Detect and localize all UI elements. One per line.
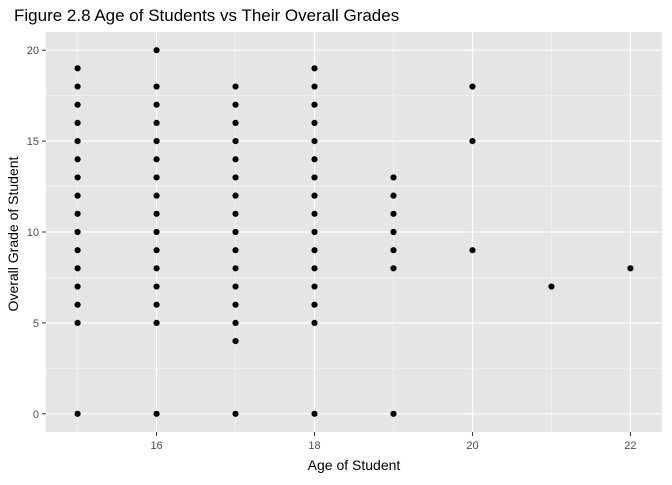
data-point	[232, 283, 239, 290]
data-point	[153, 137, 160, 145]
data-points	[74, 47, 634, 417]
data-point	[153, 283, 160, 290]
data-point	[153, 410, 160, 417]
data-point	[311, 410, 318, 417]
data-point	[153, 101, 160, 108]
data-point	[153, 174, 160, 181]
data-point	[232, 319, 239, 327]
x-axis-ticks: 16 18 20 22	[150, 432, 637, 452]
data-point	[232, 83, 239, 90]
chart-title: Figure 2.8 Age of Students vs Their Over…	[14, 6, 399, 25]
data-point	[74, 210, 81, 217]
data-point	[232, 337, 239, 345]
data-point	[153, 83, 160, 90]
data-point	[232, 410, 239, 417]
data-point	[390, 228, 397, 236]
data-point	[311, 319, 318, 327]
data-point	[232, 174, 239, 181]
y-tick-label: 20	[27, 45, 39, 57]
data-point	[311, 228, 318, 236]
data-point	[74, 247, 81, 254]
data-point	[390, 174, 397, 181]
data-point	[74, 119, 81, 127]
data-point	[390, 247, 397, 254]
data-point	[74, 410, 81, 417]
data-point	[548, 283, 555, 290]
data-point	[311, 265, 318, 272]
data-point	[74, 137, 81, 145]
data-point	[469, 247, 476, 254]
data-point	[311, 101, 318, 108]
data-point	[74, 174, 81, 181]
data-point	[311, 83, 318, 90]
data-point	[74, 65, 81, 72]
data-point	[232, 210, 239, 217]
data-point	[232, 156, 239, 163]
data-point	[74, 301, 81, 308]
data-point	[153, 247, 160, 254]
data-point	[390, 210, 397, 217]
x-tick-label: 22	[624, 440, 636, 452]
data-point	[469, 137, 476, 145]
data-point	[153, 119, 160, 127]
y-tick-label: 0	[33, 409, 39, 421]
y-axis-label: Overall Grade of Student	[5, 156, 21, 311]
data-point	[153, 301, 160, 308]
data-point	[627, 265, 634, 272]
data-point	[311, 247, 318, 254]
data-point	[232, 101, 239, 108]
x-axis-label: Age of Student	[308, 457, 401, 473]
data-point	[311, 283, 318, 290]
data-point	[153, 228, 160, 236]
data-point	[311, 65, 318, 72]
data-point	[232, 301, 239, 308]
x-tick-label: 16	[150, 440, 162, 452]
data-point	[74, 83, 81, 90]
data-point	[311, 119, 318, 127]
data-point	[153, 319, 160, 327]
data-point	[232, 137, 239, 145]
data-point	[74, 192, 81, 199]
y-tick-label: 5	[33, 318, 39, 330]
data-point	[232, 228, 239, 236]
data-point	[232, 247, 239, 254]
data-point	[74, 283, 81, 290]
data-point	[311, 137, 318, 145]
data-point	[469, 83, 476, 90]
data-point	[153, 47, 160, 54]
x-tick-label: 20	[466, 440, 478, 452]
data-point	[153, 210, 160, 217]
data-point	[74, 319, 81, 327]
data-point	[311, 301, 318, 308]
data-point	[390, 192, 397, 199]
y-tick-label: 10	[27, 227, 39, 239]
data-point	[232, 265, 239, 272]
data-point	[74, 156, 81, 163]
data-point	[153, 265, 160, 272]
data-point	[153, 192, 160, 199]
data-point	[390, 410, 397, 417]
data-point	[74, 228, 81, 236]
data-point	[311, 210, 318, 217]
data-point	[311, 192, 318, 199]
data-point	[311, 174, 318, 181]
data-point	[74, 265, 81, 272]
data-point	[153, 156, 160, 163]
data-point	[232, 119, 239, 127]
x-tick-label: 18	[308, 440, 320, 452]
data-point	[232, 192, 239, 199]
data-point	[311, 156, 318, 163]
data-point	[74, 101, 81, 108]
data-point	[390, 265, 397, 272]
y-tick-label: 15	[27, 136, 39, 148]
y-axis-ticks: 0 5 10 15 20	[27, 45, 46, 421]
